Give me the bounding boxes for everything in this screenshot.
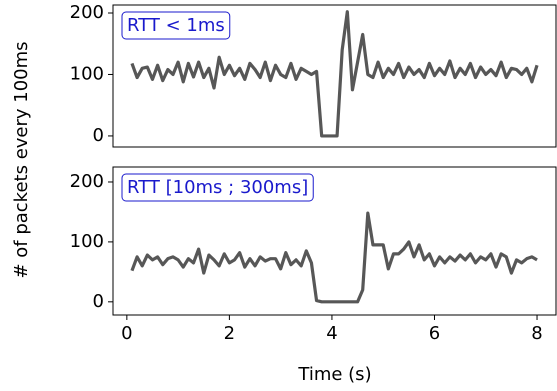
y-tick-label: 0 (93, 125, 104, 146)
plot-frame (112, 166, 557, 316)
y-tick-label: 100 (70, 231, 104, 252)
data-line (130, 10, 539, 138)
data-line (130, 211, 538, 304)
annotation-box (121, 173, 314, 202)
y-axis-label: # of packets every 100ms (11, 41, 32, 278)
y-tick-label: 100 (70, 63, 104, 84)
annotation: RTT [10ms ; 300ms] (121, 173, 314, 202)
plot-frame (112, 4, 557, 148)
x-tick-label: 0 (121, 323, 132, 344)
annotation-box (121, 11, 231, 40)
x-tick-label: 8 (531, 323, 542, 344)
y-tick-label: 200 (70, 171, 104, 192)
annotation: RTT < 1ms (121, 11, 231, 40)
y-tick-label: 200 (70, 2, 104, 23)
x-axis-label: Time (s) (297, 364, 371, 385)
x-tick-label: 2 (224, 323, 235, 344)
annotation-text: RTT [10ms ; 300ms] (127, 177, 308, 198)
x-tick-label: 4 (326, 323, 337, 344)
annotation-text: RTT < 1ms (127, 15, 225, 36)
y-tick-label: 0 (93, 291, 104, 312)
x-tick-label: 6 (429, 323, 440, 344)
